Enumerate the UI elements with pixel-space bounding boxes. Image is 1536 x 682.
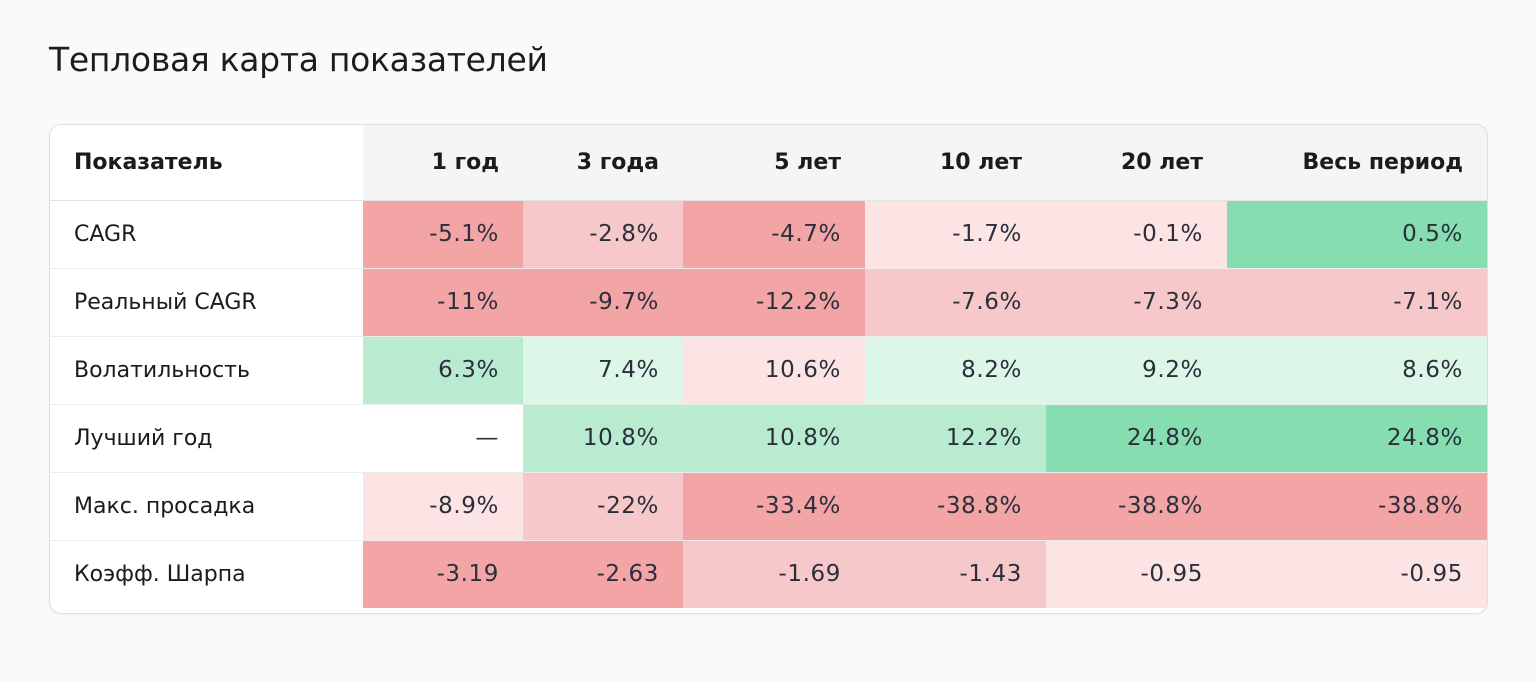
heatmap-cell: 6.3% <box>363 336 523 405</box>
table-row: CAGR -5.1% -2.8% -4.7% -1.7% -0.1% 0.5% <box>50 200 1487 269</box>
heatmap-cell: -7.1% <box>1227 268 1487 337</box>
heatmap-cell: -1.69 <box>683 540 865 608</box>
column-header-metric: Показатель <box>50 125 363 201</box>
heatmap-cell: 10.8% <box>683 404 865 473</box>
heatmap-cell: -38.8% <box>865 472 1046 541</box>
heatmap-cell: -12.2% <box>683 268 865 337</box>
heatmap-cell: -3.19 <box>363 540 523 608</box>
row-label: Волатильность <box>50 336 363 405</box>
row-label: Реальный CAGR <box>50 268 363 337</box>
heatmap-cell: -11% <box>363 268 523 337</box>
heatmap-cell: -4.7% <box>683 200 865 269</box>
heatmap-cell: -1.7% <box>865 200 1046 269</box>
heatmap-cell: 10.8% <box>523 404 683 473</box>
column-header: 20 лет <box>1046 125 1227 201</box>
row-label: Макс. просадка <box>50 472 363 541</box>
row-label: CAGR <box>50 200 363 269</box>
heatmap-cell: -7.3% <box>1046 268 1227 337</box>
heatmap-cell: -33.4% <box>683 472 865 541</box>
heatmap-table: Показатель 1 год 3 года 5 лет 10 лет 20 лет В… <box>50 125 1487 608</box>
heatmap-cell: — <box>363 404 523 473</box>
column-header: 5 лет <box>683 125 865 201</box>
column-header: Весь период <box>1227 125 1487 201</box>
heatmap-cell: -0.95 <box>1227 540 1487 608</box>
row-label: Коэфф. Шарпа <box>50 540 363 608</box>
heatmap-cell: -2.63 <box>523 540 683 608</box>
heatmap-cell: 7.4% <box>523 336 683 405</box>
table-row: Реальный CAGR -11% -9.7% -12.2% -7.6% -7.3% -7… <box>50 268 1487 337</box>
heatmap-cell: 8.6% <box>1227 336 1487 405</box>
table-row: Лучший год —10.8% 10.8% 12.2% 24.8% 24.8% <box>50 404 1487 473</box>
page-title: Тепловая карта показателей <box>49 40 548 79</box>
heatmap-cell: 12.2% <box>865 404 1046 473</box>
table-row: Макс. просадка -8.9% -22% -33.4% -38.8% -38.8… <box>50 472 1487 541</box>
heatmap-cell: 0.5% <box>1227 200 1487 269</box>
table-row: Волатильность 6.3% 7.4% 10.6% 8.2% 9.2% 8.6% <box>50 336 1487 405</box>
heatmap-cell: 24.8% <box>1046 404 1227 473</box>
heatmap-cell: -5.1% <box>363 200 523 269</box>
heatmap-cell: -7.6% <box>865 268 1046 337</box>
heatmap-cell: 8.2% <box>865 336 1046 405</box>
table-row: Коэфф. Шарпа -3.19 -2.63 -1.69 -1.43 -0.95 -0.… <box>50 540 1487 608</box>
heatmap-cell: -0.1% <box>1046 200 1227 269</box>
heatmap-cell: -9.7% <box>523 268 683 337</box>
heatmap-cell: -22% <box>523 472 683 541</box>
column-header: 10 лет <box>865 125 1046 201</box>
heatmap-body: CAGR -5.1% -2.8% -4.7% -1.7% -0.1% 0.5% Реальны… <box>50 200 1487 608</box>
heatmap-cell: -38.8% <box>1227 472 1487 541</box>
heatmap-cell: -38.8% <box>1046 472 1227 541</box>
heatmap-cell: -2.8% <box>523 200 683 269</box>
heatmap-cell: 10.6% <box>683 336 865 405</box>
heatmap-cell: -1.43 <box>865 540 1046 608</box>
heatmap-cell: 9.2% <box>1046 336 1227 405</box>
column-header: 1 год <box>363 125 523 201</box>
row-label: Лучший год <box>50 404 363 473</box>
heatmap-card: Показатель 1 год 3 года 5 лет 10 лет 20 лет В… <box>49 124 1488 614</box>
column-header: 3 года <box>523 125 683 201</box>
heatmap-cell: 24.8% <box>1227 404 1487 473</box>
heatmap-cell: -0.95 <box>1046 540 1227 608</box>
header-row: Показатель 1 год 3 года 5 лет 10 лет 20 лет В… <box>50 125 1487 201</box>
heatmap-cell: -8.9% <box>363 472 523 541</box>
